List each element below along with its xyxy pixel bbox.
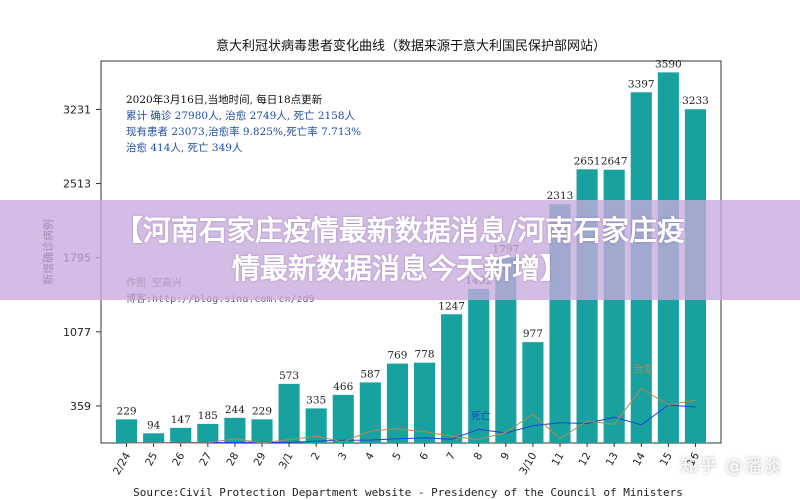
- bar-value-label: 229: [117, 405, 137, 417]
- bar-value-label: 3397: [628, 78, 655, 90]
- bar-value-label: 94: [147, 419, 161, 431]
- x-tick-label: 2: [309, 451, 323, 463]
- x-tick-label: 3/1: [277, 451, 296, 472]
- x-tick-label: 12: [577, 451, 594, 469]
- bar-value-label: 587: [360, 368, 380, 380]
- x-tick-label: 26: [170, 450, 187, 468]
- bar: [441, 314, 463, 443]
- bar: [170, 427, 192, 443]
- x-tick-label: 2/24: [111, 450, 133, 477]
- bar-value-label: 335: [306, 394, 326, 406]
- x-tick-label: 13: [604, 451, 621, 469]
- bar-value-label: 466: [333, 381, 353, 393]
- bar-value-label: 244: [225, 404, 245, 416]
- y-tick-label: 359: [70, 400, 91, 413]
- bar-value-label: 2651: [574, 155, 601, 167]
- y-tick-label: 3231: [63, 103, 91, 116]
- bar-value-label: 977: [523, 328, 543, 340]
- bar: [359, 382, 381, 443]
- chart-title: 意大利冠状病毒患者变化曲线（数据来源于意大利国民保护部网站）: [216, 38, 606, 54]
- info-line: 累计 确诊 27980人, 治愈 2749人, 死亡 2158人: [126, 109, 356, 122]
- bar-value-label: 147: [171, 414, 191, 426]
- y-tick-label: 1077: [63, 326, 91, 339]
- series-line-label: 死亡: [471, 409, 491, 422]
- bar: [143, 433, 165, 443]
- bar-value-label: 1247: [438, 300, 465, 312]
- bar-value-label: 3590: [655, 58, 682, 70]
- x-tick-label: 25: [143, 451, 160, 469]
- x-tick-label: 5: [390, 451, 404, 463]
- x-tick-label: 7: [444, 451, 458, 463]
- bar: [413, 362, 436, 443]
- bar: [197, 423, 219, 443]
- bar-value-label: 573: [279, 370, 299, 382]
- x-tick-label: 6: [417, 450, 431, 462]
- x-tick-label: 14: [631, 450, 648, 468]
- bar: [332, 394, 354, 443]
- x-tick-label: 28: [224, 451, 241, 469]
- bar-value-label: 769: [387, 350, 407, 362]
- source-footer: Source:Civil Protection Department websi…: [133, 486, 683, 499]
- bar-value-label: 3233: [682, 95, 709, 107]
- x-tick-label: 27: [197, 451, 214, 469]
- headline-banner: 【河南石家庄疫情最新数据消息/河南石家庄疫 情最新数据消息今天新增】: [0, 200, 800, 300]
- x-tick-label: 4: [363, 450, 377, 462]
- zhihu-watermark: 知乎 @潘淡: [680, 456, 782, 477]
- x-tick-label: 15: [658, 451, 675, 469]
- bar-value-label: 2313: [547, 190, 574, 202]
- bar: [305, 408, 327, 443]
- y-tick-label: 2513: [63, 178, 91, 191]
- bar: [224, 417, 246, 443]
- bar: [386, 363, 409, 443]
- x-tick-label: 9: [499, 451, 513, 463]
- x-tick-label: 16: [685, 450, 702, 468]
- bar: [115, 419, 138, 443]
- x-tick-label: 8: [472, 451, 486, 463]
- bar: [278, 383, 300, 443]
- series-line-recovered: [126, 387, 696, 444]
- bar-value-label: 229: [252, 405, 272, 417]
- bar-value-label: 185: [198, 410, 218, 422]
- series-line-label: 治愈: [633, 363, 653, 376]
- x-tick-label: 29: [252, 451, 269, 469]
- x-tick-label: 3/10: [517, 451, 539, 477]
- bar-value-label: 778: [415, 349, 435, 361]
- bar: [251, 419, 273, 443]
- info-line: 现有患者 23073,治愈率 9.825%,死亡率 7.713%: [126, 125, 361, 138]
- banner-line-2: 情最新数据消息今天新增】: [231, 252, 568, 285]
- bar: [495, 257, 517, 443]
- info-line: 2020年3月16日,当地时间, 每日18点更新: [126, 93, 323, 106]
- bar-value-label: 2647: [601, 156, 628, 168]
- x-tick-label: 3: [336, 451, 350, 463]
- banner-line-1: 【河南石家庄疫情最新数据消息/河南石家庄疫: [114, 214, 686, 247]
- x-tick-label: 11: [550, 451, 567, 469]
- info-line: 治愈 414人, 死亡 349人: [126, 141, 243, 154]
- series-line-deaths: [126, 404, 696, 444]
- bar: [468, 288, 490, 443]
